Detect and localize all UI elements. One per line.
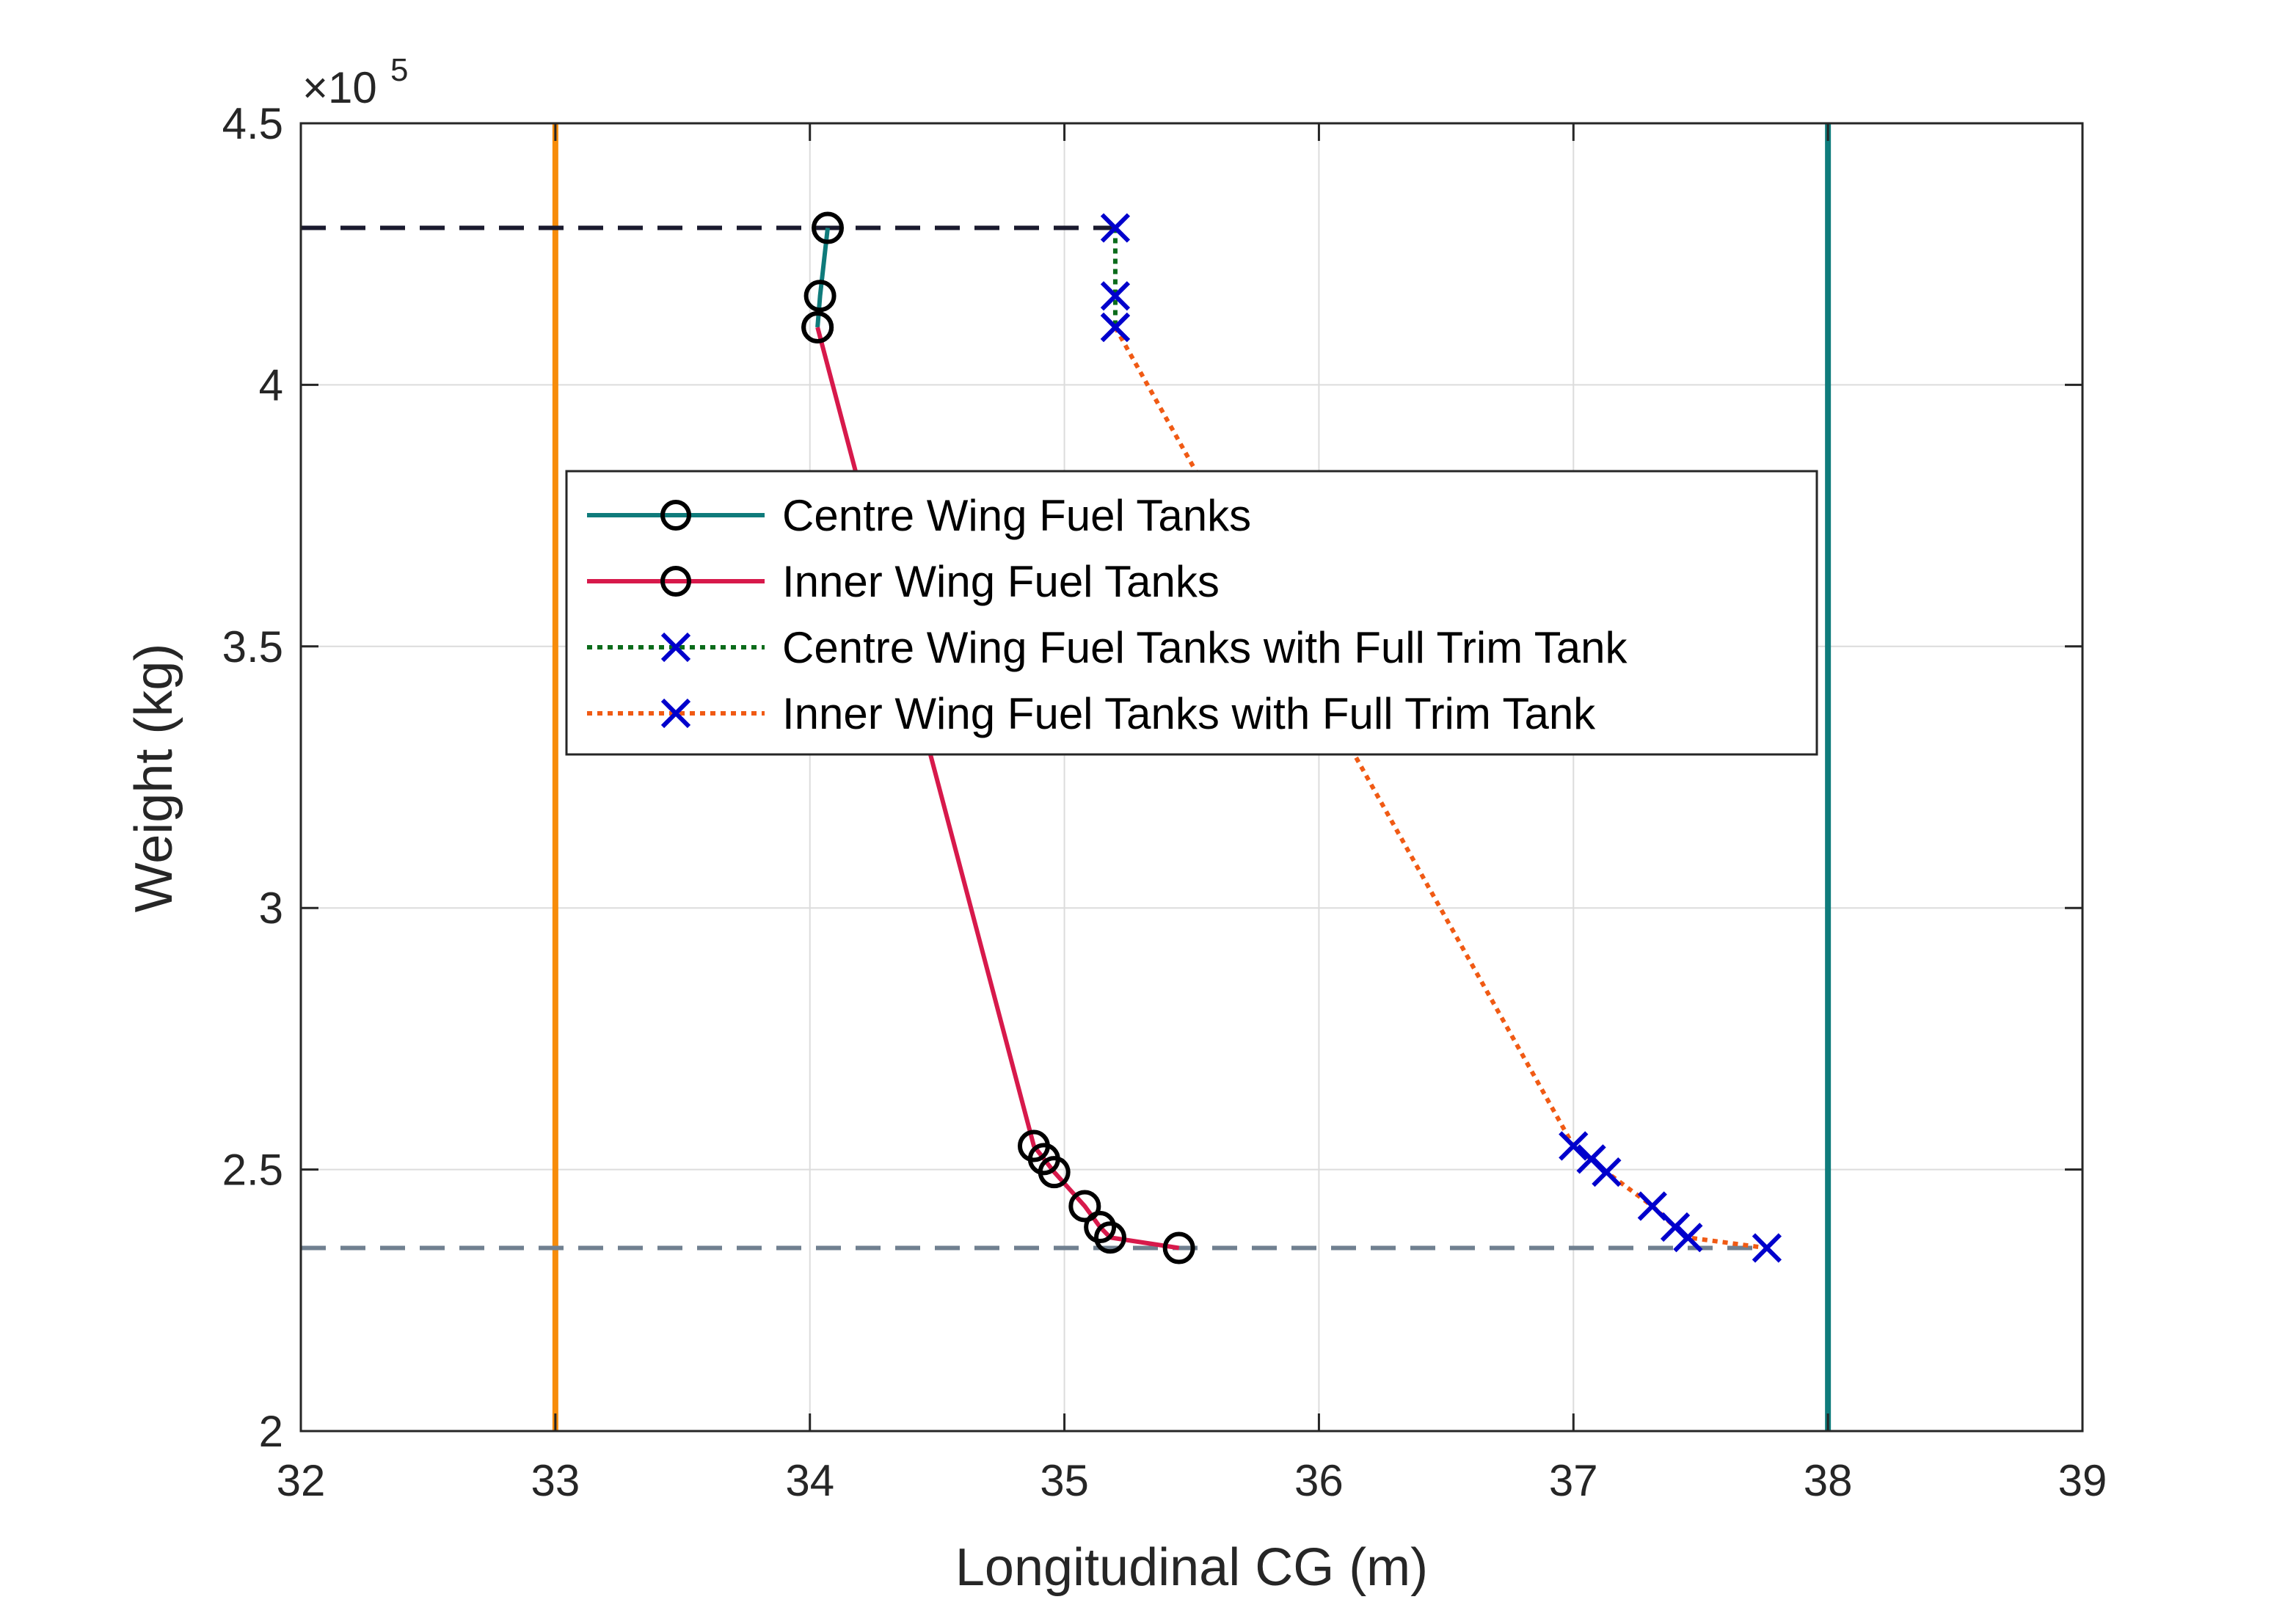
legend-marker-centre-wing-trim bbox=[660, 632, 691, 663]
plot-area bbox=[301, 123, 2082, 1431]
x-tick-label: 36 bbox=[1294, 1456, 1344, 1505]
y-axis-title: Weight (kg) bbox=[125, 644, 183, 913]
axes-box bbox=[299, 122, 2084, 1433]
x-tick-label: 32 bbox=[277, 1456, 326, 1505]
x-axis-title: Longitudinal CG (m) bbox=[955, 1538, 1428, 1597]
data-point-marker bbox=[1068, 1190, 1101, 1223]
tick-labels: 32 33 34 35 36 37 38 39 2 2.5 3 3.5 4 4.5 bbox=[222, 99, 2107, 1505]
data-point-marker bbox=[1592, 1157, 1622, 1187]
legend-marker-inner-wing bbox=[660, 566, 691, 597]
legend-label-centre-wing-trim: Centre Wing Fuel Tanks with Full Trim Ta… bbox=[782, 623, 1628, 672]
legend-label-inner-wing-trim: Inner Wing Fuel Tanks with Full Trim Tan… bbox=[782, 689, 1596, 738]
data-point-marker bbox=[803, 280, 837, 313]
data-point-marker bbox=[1559, 1131, 1589, 1161]
y-tick-label: 4 bbox=[259, 360, 283, 410]
data-point-marker bbox=[811, 211, 844, 244]
legend-box bbox=[565, 470, 1818, 756]
y-exponent-power: 5 bbox=[390, 52, 408, 88]
legend: Centre Wing Fuel Tanks Inner Wing Fuel T… bbox=[565, 470, 1818, 756]
y-tick-label: 2.5 bbox=[222, 1146, 283, 1195]
y-tick-label: 3 bbox=[259, 884, 283, 933]
data-point-marker bbox=[1094, 1221, 1127, 1254]
data-series bbox=[801, 211, 1782, 1264]
x-tick-label: 34 bbox=[785, 1456, 834, 1505]
data-point-marker bbox=[1038, 1156, 1071, 1189]
data-point-marker bbox=[1162, 1231, 1195, 1264]
legend-marker-centre-wing bbox=[660, 500, 691, 531]
data-point-marker bbox=[1100, 213, 1131, 243]
x-tick-label: 37 bbox=[1549, 1456, 1598, 1505]
series-3 bbox=[1100, 312, 1782, 1263]
axis-ticks bbox=[299, 122, 2084, 1433]
series-1 bbox=[801, 310, 1195, 1264]
x-tick-label: 33 bbox=[531, 1456, 580, 1505]
y-tick-label: 4.5 bbox=[222, 99, 283, 148]
x-tick-label: 38 bbox=[1804, 1456, 1853, 1505]
x-tick-label: 35 bbox=[1040, 1456, 1089, 1505]
data-point-marker bbox=[1100, 312, 1131, 343]
data-point-marker bbox=[1673, 1223, 1703, 1253]
reference-lines bbox=[301, 123, 1832, 1431]
data-point-marker bbox=[1752, 1233, 1782, 1263]
data-point-marker bbox=[1100, 281, 1131, 311]
data-point-marker bbox=[801, 310, 834, 343]
y-tick-label: 2 bbox=[259, 1407, 283, 1456]
y-tick-label: 3.5 bbox=[222, 622, 283, 672]
legend-marker-inner-wing-trim bbox=[660, 698, 691, 729]
legend-label-centre-wing: Centre Wing Fuel Tanks bbox=[782, 491, 1251, 540]
data-point-marker bbox=[1084, 1211, 1117, 1244]
legend-label-inner-wing: Inner Wing Fuel Tanks bbox=[782, 557, 1220, 606]
series-line bbox=[815, 228, 830, 328]
y-exponent-prefix: ×10 bbox=[302, 63, 377, 112]
x-tick-label: 39 bbox=[2058, 1456, 2107, 1505]
